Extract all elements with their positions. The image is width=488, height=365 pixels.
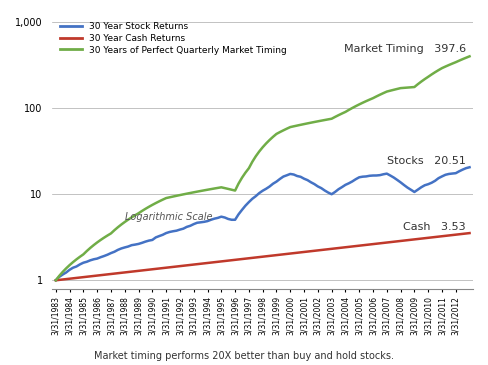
Text: Market timing performs 20X better than buy and hold stocks.: Market timing performs 20X better than b… xyxy=(94,351,394,361)
Legend: 30 Year Stock Returns, 30 Year Cash Returns, 30 Years of Perfect Quarterly Marke: 30 Year Stock Returns, 30 Year Cash Retu… xyxy=(57,19,290,57)
Text: Stocks   20.51: Stocks 20.51 xyxy=(387,156,466,166)
Text: Logarithmic Scale: Logarithmic Scale xyxy=(125,211,212,222)
Text: Cash   3.53: Cash 3.53 xyxy=(404,222,466,231)
Text: Market Timing   397.6: Market Timing 397.6 xyxy=(344,44,466,54)
